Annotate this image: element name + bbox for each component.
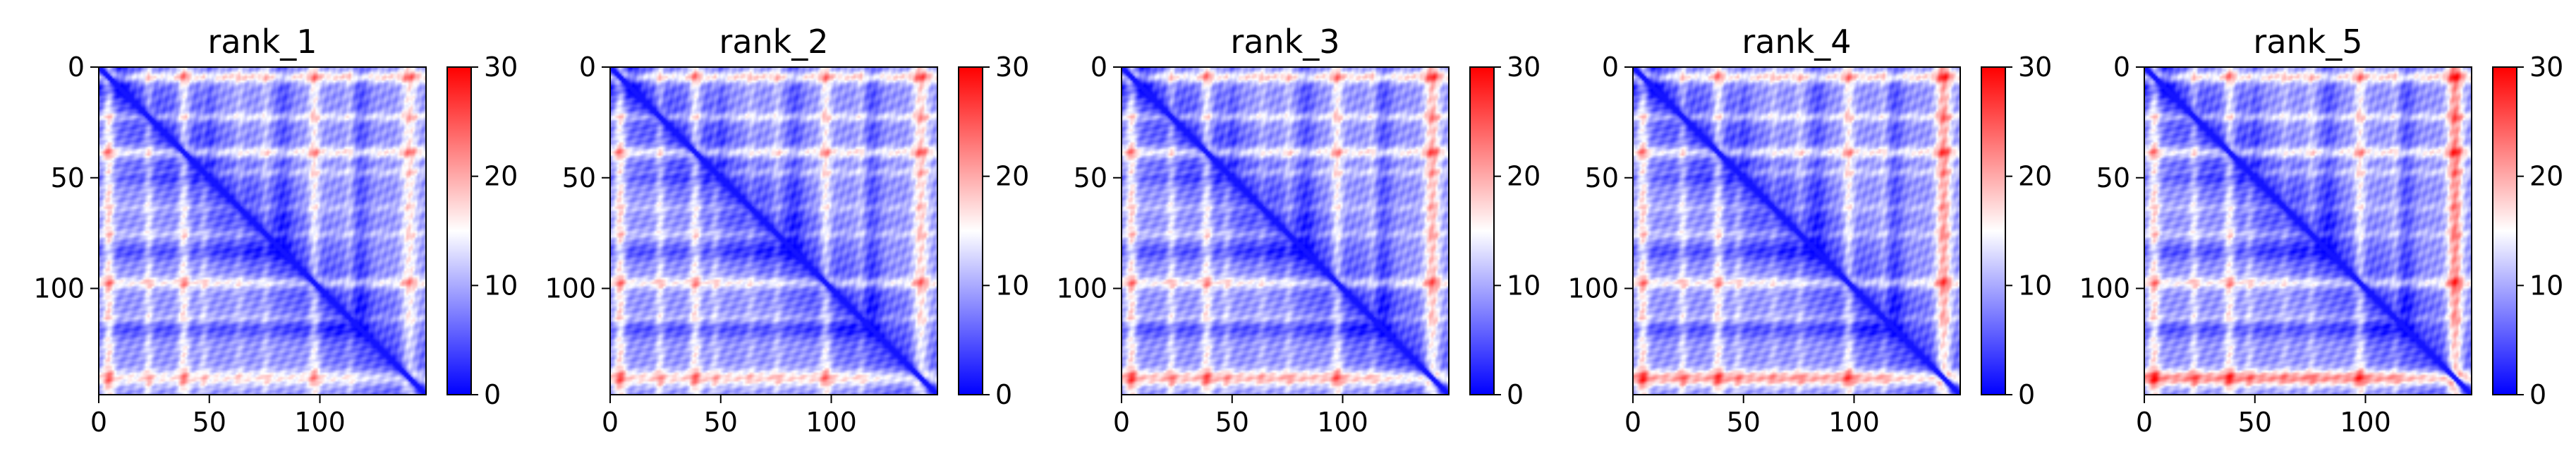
- axes-frame: [98, 66, 427, 395]
- x-tick-label: 0: [90, 407, 107, 438]
- panel-title: rank_4: [1742, 23, 1851, 61]
- colorbar-tick-label: 10: [2529, 270, 2563, 301]
- x-tick-label: 0: [1113, 407, 1130, 438]
- colorbar-frame: [446, 66, 472, 395]
- colorbar-tick-label: 0: [2018, 379, 2035, 410]
- colorbar-tick-label: 20: [2018, 161, 2052, 192]
- colorbar: [959, 67, 983, 395]
- heatmap-panel: rank_5 0 50 100 0 50 100 0 10 20 30: [2079, 23, 2563, 438]
- colorbar-tick-label: 20: [2529, 161, 2563, 192]
- y-tick-label: 50: [562, 162, 596, 193]
- y-tick-label: 0: [579, 52, 596, 83]
- heatmap-panel: rank_1 0 50 100 0 50 100 0 10 20 30: [33, 23, 518, 438]
- y-tick-label: 100: [33, 273, 85, 304]
- y-tick-label: 50: [1074, 162, 1107, 193]
- heatmap-image: [610, 67, 937, 395]
- colorbar-tick-label: 0: [995, 379, 1012, 410]
- panel-title: rank_5: [2253, 23, 2362, 61]
- y-tick-label: 50: [51, 162, 85, 193]
- colorbar-tick-label: 20: [484, 161, 518, 192]
- colorbar: [1470, 67, 1494, 395]
- heatmap-panel: rank_2 0 50 100 0 50 100 0 10 20 30: [545, 23, 1029, 438]
- x-tick-label: 0: [1624, 407, 1641, 438]
- x-tick-label: 0: [602, 407, 619, 438]
- colorbar-frame: [2492, 66, 2517, 395]
- x-tick-label: 50: [2238, 407, 2272, 438]
- colorbar-tick-label: 10: [995, 270, 1029, 301]
- x-tick-label: 0: [2136, 407, 2153, 438]
- x-tick-label: 50: [1215, 407, 1249, 438]
- x-tick-label: 50: [1727, 407, 1761, 438]
- colorbar-tick-label: 0: [1507, 379, 1524, 410]
- colorbar-tick-label: 10: [2018, 270, 2052, 301]
- colorbar-tick-label: 30: [484, 52, 518, 83]
- axes-frame: [609, 66, 938, 395]
- colorbar-tick-label: 0: [2529, 379, 2546, 410]
- panel-title: rank_1: [207, 23, 317, 61]
- colorbar-tick-label: 30: [2529, 52, 2563, 83]
- y-tick-label: 100: [1567, 273, 1619, 304]
- x-tick-label: 100: [1828, 407, 1880, 438]
- heatmap-image: [99, 67, 426, 395]
- y-tick-label: 0: [2113, 52, 2130, 83]
- y-tick-label: 100: [545, 273, 596, 304]
- panel-title: rank_2: [719, 23, 828, 61]
- x-tick-label: 100: [806, 407, 857, 438]
- heatmap-panel: rank_4 0 50 100 0 50 100 0 10 20 30: [1567, 23, 2052, 438]
- colorbar-tick-label: 20: [1507, 161, 1541, 192]
- panel-title: rank_3: [1230, 23, 1339, 61]
- x-tick-label: 100: [1317, 407, 1368, 438]
- axes-frame: [1632, 66, 1961, 395]
- heatmap-image: [1122, 67, 1449, 395]
- x-tick-label: 100: [294, 407, 346, 438]
- colorbar-tick-label: 10: [484, 270, 518, 301]
- colorbar-tick-label: 10: [1507, 270, 1541, 301]
- colorbar: [1981, 67, 2005, 395]
- colorbar: [447, 67, 471, 395]
- heatmap-image: [2144, 67, 2472, 395]
- y-tick-label: 0: [1090, 52, 1107, 83]
- heatmap-panel: rank_3 0 50 100 0 50 100 0 10 20 30: [1056, 23, 1541, 438]
- y-tick-label: 0: [68, 52, 85, 83]
- colorbar-tick-label: 30: [1507, 52, 1541, 83]
- y-tick-label: 50: [2096, 162, 2130, 193]
- colorbar-frame: [1469, 66, 1495, 395]
- colorbar-frame: [1981, 66, 2006, 395]
- colorbar-tick-label: 20: [995, 161, 1029, 192]
- colorbar: [2493, 67, 2517, 395]
- y-tick-label: 50: [1585, 162, 1619, 193]
- x-tick-label: 100: [2340, 407, 2391, 438]
- y-tick-label: 100: [1056, 273, 1107, 304]
- x-tick-label: 50: [193, 407, 226, 438]
- x-tick-label: 50: [704, 407, 738, 438]
- colorbar-frame: [958, 66, 983, 395]
- heatmap-image: [1633, 67, 1960, 395]
- axes-frame: [1121, 66, 1450, 395]
- axes-frame: [2144, 66, 2472, 395]
- y-tick-label: 100: [2079, 273, 2130, 304]
- y-tick-label: 0: [1602, 52, 1619, 83]
- colorbar-tick-label: 30: [995, 52, 1029, 83]
- colorbar-tick-label: 0: [484, 379, 501, 410]
- colorbar-tick-label: 30: [2018, 52, 2052, 83]
